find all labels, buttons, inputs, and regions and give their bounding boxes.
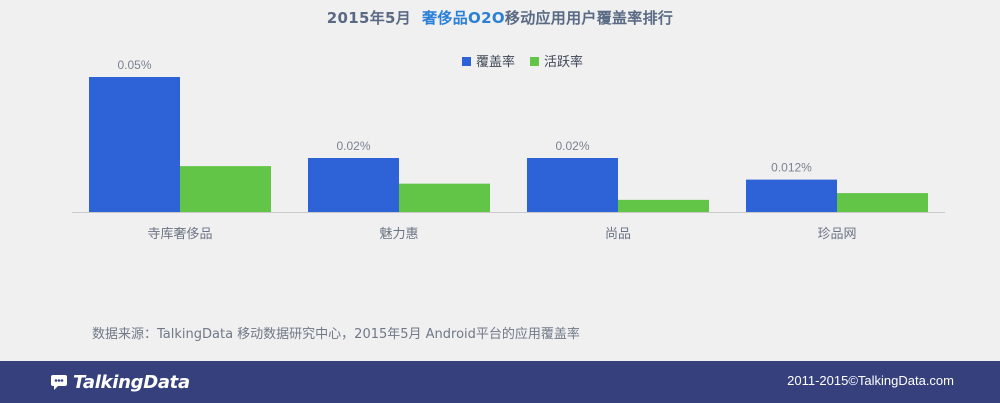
talkingdata-logo: TalkingData <box>50 370 190 394</box>
bar-active-3 <box>837 193 928 212</box>
footer-bar: TalkingData 2011-2015©TalkingData.com <box>0 361 1000 403</box>
title-highlight: 奢侈品O2O <box>422 9 505 27</box>
title-prefix: 2015年5月 <box>326 9 412 27</box>
bar-active-2 <box>618 199 709 212</box>
bar-coverage-1 <box>308 158 399 212</box>
logo-text: TalkingData <box>73 371 190 393</box>
speech-bubble-icon <box>51 375 67 390</box>
data-label: 0.05% <box>117 58 151 72</box>
title-suffix: 移动应用用户覆盖率排行 <box>504 9 674 27</box>
data-label: 0.02% <box>555 139 589 153</box>
category-label: 魅力惠 <box>379 226 418 241</box>
category-label: 珍品网 <box>817 226 856 241</box>
source-note: 数据来源：TalkingData 移动数据研究中心，2015年5月 Androi… <box>92 327 580 342</box>
bar-chart: 0.05% 寺库奢侈品 0.02% 魅力惠 0.02% 尚品 0.012% 珍品网 覆盖率 活跃率 <box>72 54 945 241</box>
legend-label: 活跃率 <box>544 54 583 69</box>
legend-swatch <box>462 57 471 66</box>
bar-coverage-2 <box>527 158 618 212</box>
bar-coverage-3 <box>746 179 837 212</box>
category-label: 寺库奢侈品 <box>147 226 212 241</box>
copyright-text: 2011-2015©TalkingData.com <box>787 373 954 388</box>
legend-swatch <box>530 57 539 66</box>
bar-active-1 <box>399 183 490 212</box>
data-label: 0.02% <box>336 139 370 153</box>
data-label: 0.012% <box>771 161 812 175</box>
legend-label: 覆盖率 <box>476 54 515 69</box>
bar-coverage-0 <box>89 77 180 212</box>
chart-title: 2015年5月 奢侈品O2O移动应用用户覆盖率排行 <box>0 7 1000 28</box>
bar-active-0 <box>180 166 271 212</box>
category-label: 尚品 <box>605 226 631 241</box>
